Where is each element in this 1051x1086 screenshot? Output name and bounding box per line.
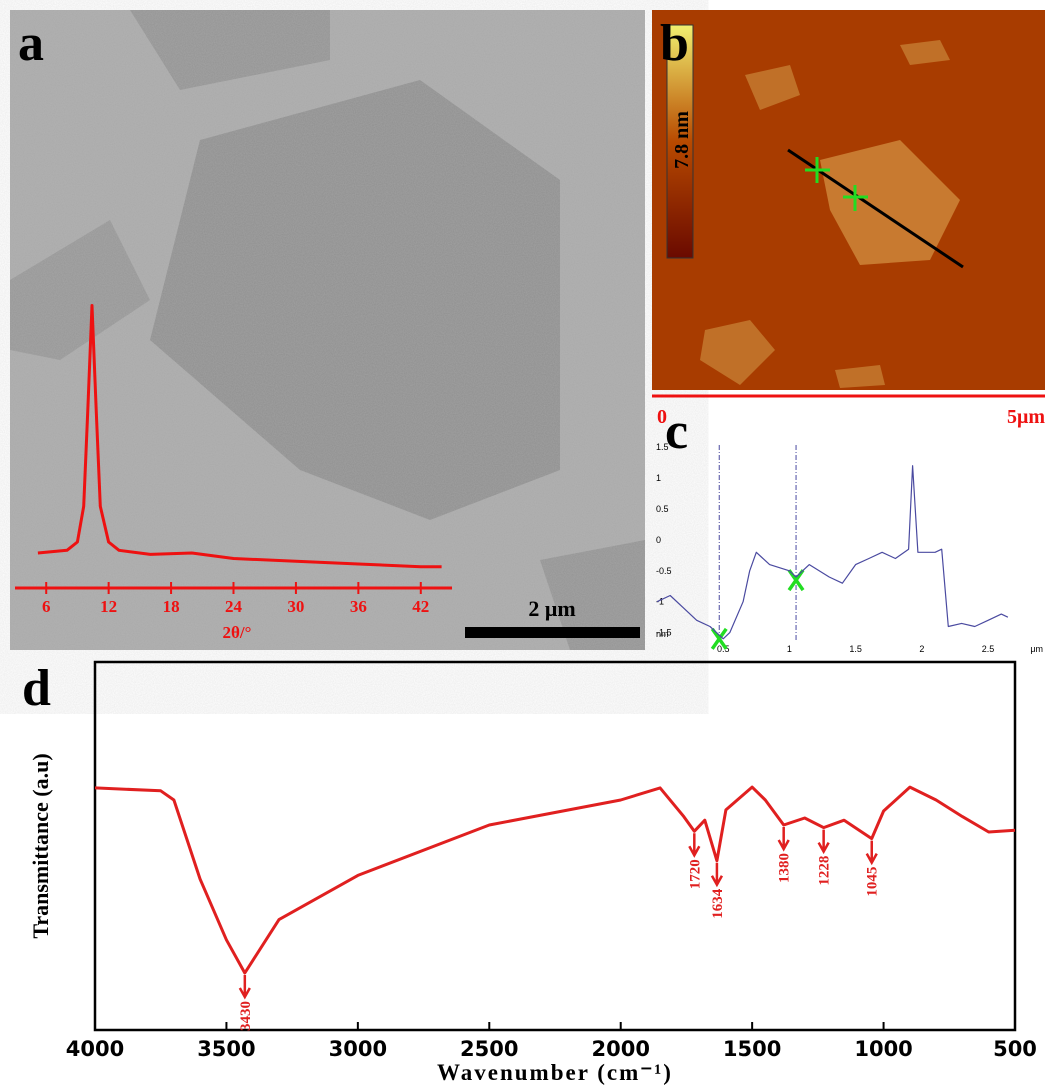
annotation-arrow <box>688 833 701 858</box>
annotation: 1228 <box>817 856 833 886</box>
x-tick-label: 2500 <box>460 1037 518 1061</box>
annotation: 1045 <box>865 867 881 897</box>
scale-end: 5μm <box>1007 406 1045 428</box>
x-tick-label: 1.5 <box>849 644 862 654</box>
x-tick-label: 24 <box>225 597 243 616</box>
annotation-arrow <box>710 862 724 888</box>
x-tick-label: 2000 <box>591 1037 649 1061</box>
x-tick-label: 42 <box>412 597 429 616</box>
data-line <box>94 785 1016 975</box>
x-tick-label: 18 <box>163 597 180 616</box>
x-axis-label: 2θ/° <box>223 623 252 642</box>
annotation: 1634 <box>710 888 726 919</box>
scale-start: 0 <box>657 406 667 428</box>
y-tick-label: 1 <box>656 473 661 483</box>
y-tick-label: -1 <box>656 597 664 607</box>
x-tick-label: 3500 <box>197 1037 255 1061</box>
annotation: 1380 <box>777 853 793 883</box>
annotation-arrow <box>865 840 878 866</box>
panel-label: b <box>660 15 689 72</box>
x-tick-label: 3000 <box>329 1037 387 1061</box>
panel-label: a <box>18 15 44 72</box>
x-tick-label: 12 <box>100 597 117 616</box>
annotation: 1720 <box>687 859 703 889</box>
x-tick-label: 0.5 <box>717 644 730 654</box>
colorbar-label: 7.8 nm <box>671 111 693 169</box>
scale-bar-label: 2 μm <box>528 596 575 621</box>
y-tick-label: 0.5 <box>656 504 669 514</box>
x-axis-label: μm <box>1030 644 1043 654</box>
x-tick-label: 36 <box>350 597 367 616</box>
cursor-marker <box>710 627 728 650</box>
data-line <box>656 465 1009 640</box>
annotation: 3430 <box>238 1001 254 1031</box>
plot-frame <box>93 660 1017 1032</box>
y-tick-label: -0.5 <box>656 566 672 576</box>
annotation-arrow <box>817 829 830 855</box>
y-axis-label: nm <box>656 629 669 639</box>
x-tick-label: 6 <box>42 597 51 616</box>
scale-bar <box>465 627 640 638</box>
y-tick-label: 0 <box>656 535 661 545</box>
x-axis-label: Wavenumber (cm⁻¹) <box>437 1060 673 1085</box>
annotation-arrow <box>777 827 790 852</box>
x-tick-label: 2.5 <box>982 644 995 654</box>
x-tick-label: 4000 <box>66 1037 124 1061</box>
x-tick-label: 1000 <box>854 1037 912 1061</box>
x-tick-label: 30 <box>287 597 304 616</box>
data-line <box>37 304 442 569</box>
annotation-arrow <box>238 974 251 1000</box>
x-tick-label: 1 <box>787 644 792 654</box>
panel-label: c <box>665 403 688 460</box>
x-tick-label: 1500 <box>723 1037 781 1061</box>
x-tick-label: 2 <box>919 644 924 654</box>
y-tick-label: -1.5 <box>656 628 672 638</box>
tem-image <box>10 10 645 650</box>
y-axis-label: Transmittance (a.u) <box>28 753 53 938</box>
x-tick-label: 500 <box>993 1037 1037 1061</box>
y-tick-label: 1.5 <box>656 442 669 452</box>
afm-image <box>652 10 1045 390</box>
panel-label: d <box>22 660 51 717</box>
